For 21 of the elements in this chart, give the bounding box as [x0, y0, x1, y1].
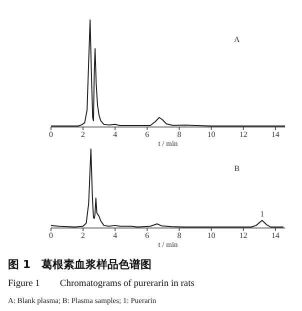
- x-tick-label: 2: [81, 231, 86, 240]
- annotation: 1: [260, 209, 264, 218]
- text: Figure 1 Chromatograms of purerarin in rats: [8, 279, 195, 289]
- x-tick-label: 12: [239, 231, 248, 240]
- x-tick-label: 14: [271, 130, 280, 139]
- x-tick-label: 14: [271, 231, 280, 240]
- x-tick-label: 12: [239, 130, 248, 139]
- annotation: A: [234, 35, 240, 44]
- x-tick-label: 2: [81, 130, 86, 139]
- annotation: B: [234, 164, 240, 173]
- x-tick-label: 6: [145, 231, 150, 240]
- x-tick-label: 6: [145, 130, 150, 139]
- x-tick-label: 10: [207, 231, 216, 240]
- x-tick-label: 4: [113, 130, 118, 139]
- x-tick-label: 0: [49, 231, 53, 240]
- x-tick-label: 0: [49, 130, 53, 139]
- text: 图 1 葛根素血浆样品色谱图: [8, 258, 152, 271]
- x-tick-label: 4: [113, 231, 118, 240]
- x-tick-label: 8: [177, 231, 182, 240]
- x-tick-label: 10: [207, 130, 216, 139]
- x-tick-label: 8: [177, 130, 182, 139]
